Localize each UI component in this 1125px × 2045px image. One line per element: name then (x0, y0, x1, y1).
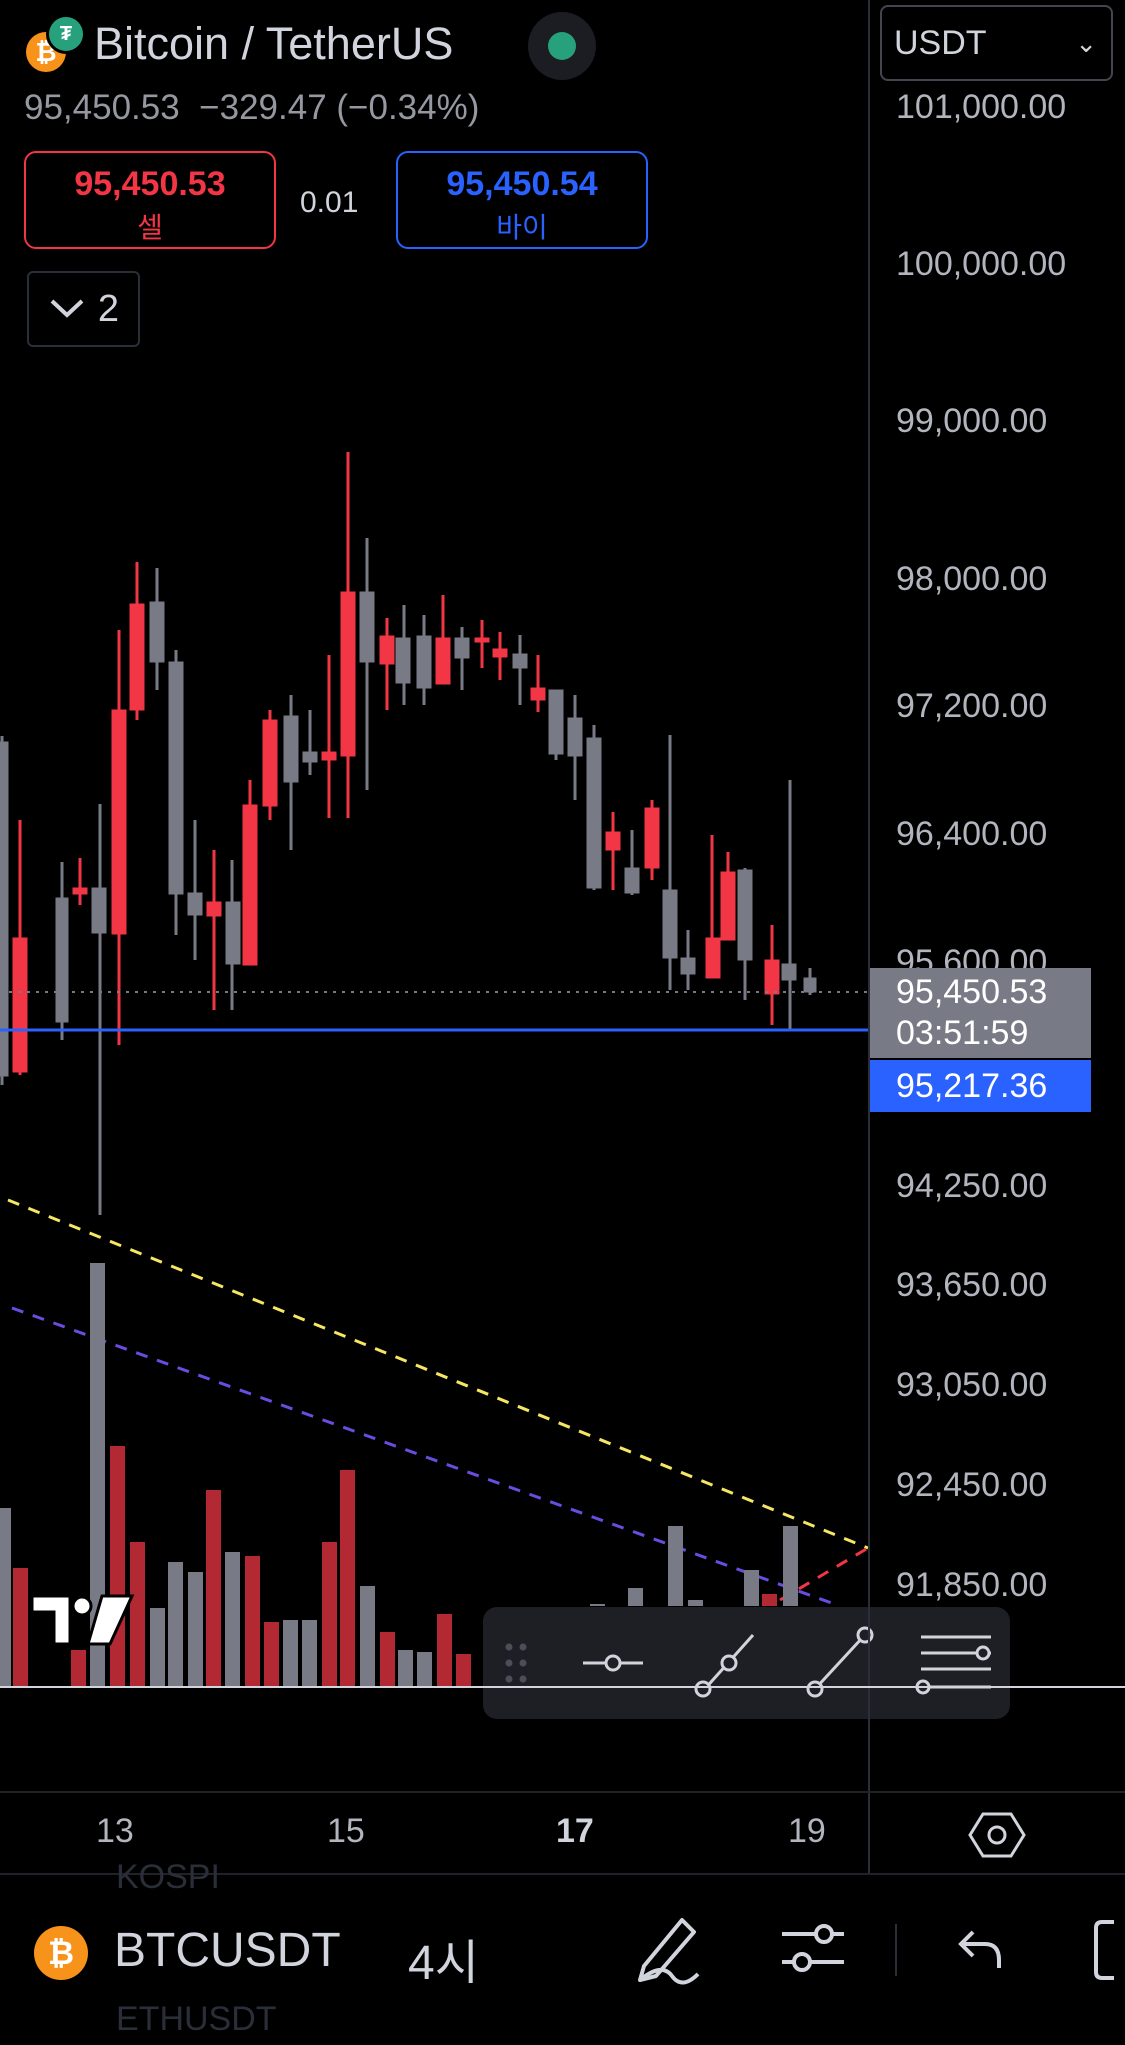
tradingview-logo (30, 1594, 135, 1646)
price-tick: 91,850.00 (896, 1566, 1048, 1604)
bottom-bar-border (0, 1873, 1125, 1875)
chevron-down-icon: ⌄ (1075, 28, 1097, 58)
ray-icon[interactable] (694, 1634, 755, 1698)
scroll-ghost-symbol: ETHUSDT (116, 2000, 277, 2038)
volume-bars (0, 1263, 798, 1686)
price-tick: 93,050.00 (896, 1366, 1048, 1404)
price-tick: 99,000.00 (896, 402, 1048, 440)
interval-button[interactable]: 4시 (408, 1937, 479, 1990)
horizontal-line-icon[interactable] (583, 1654, 643, 1672)
bitcoin-icon: ₿ (34, 1926, 88, 1980)
trend-line-purple[interactable] (11, 1306, 841, 1608)
trend-line-red[interactable] (779, 1546, 868, 1602)
time-axis-border (0, 1791, 1125, 1793)
settings-hex-icon[interactable] (968, 1810, 1026, 1860)
bottom-toolbar (0, 1875, 1125, 2045)
spread-value: 0.01 (300, 186, 359, 219)
pencil-icon[interactable] (632, 1910, 704, 1986)
date-label: 13 (96, 1812, 134, 1850)
currency-select[interactable]: USDT ⌄ (880, 5, 1113, 81)
fib-lines-icon[interactable] (915, 1635, 991, 1695)
price-change-value: −329.47 (−0.34%) (199, 88, 480, 127)
price-tick: 101,000.00 (896, 88, 1067, 126)
sell-label: 셀 (137, 212, 163, 243)
sliders-icon[interactable] (778, 1918, 848, 1978)
current-price: 95,450.53 (24, 88, 180, 127)
price-tick: 100,000.00 (896, 245, 1067, 283)
price-tick: 94,250.00 (896, 1167, 1048, 1205)
toolbar-divider (895, 1924, 897, 1976)
date-label: 15 (327, 1812, 365, 1850)
tether-icon: ₮ (46, 14, 86, 54)
candles (0, 452, 817, 1215)
price-tick: 98,000.00 (896, 560, 1048, 598)
indicators-count: 2 (97, 287, 120, 330)
drag-handle-icon[interactable] (505, 1643, 527, 1683)
price-tick: 97,200.00 (896, 687, 1048, 725)
sell-button[interactable]: 95,450.53 셀 (24, 151, 276, 249)
volume-baseline (0, 1686, 1125, 1688)
price-change: 95,450.53 −329.47 (−0.34%) (24, 88, 479, 128)
date-label: 19 (788, 1812, 826, 1850)
currency-value: USDT (894, 24, 987, 62)
undo-icon[interactable] (955, 1924, 1005, 1974)
live-status-icon (528, 12, 596, 80)
horizontal-line-price-label[interactable]: 95,217.36 (870, 1060, 1091, 1112)
buy-label: 바이 (496, 212, 548, 243)
price-axis-divider (868, 0, 870, 1873)
indicators-toggle-button[interactable]: 2 (27, 271, 140, 347)
last-price-value: 95,450.53 (896, 973, 1048, 1011)
bar-countdown: 03:51:59 (896, 1014, 1029, 1052)
price-tick: 96,400.00 (896, 815, 1048, 853)
date-label-bold: 17 (556, 1812, 594, 1850)
trend-line-yellow[interactable] (7, 1198, 868, 1550)
buy-price: 95,450.54 (446, 165, 598, 203)
chevron-down-icon (50, 299, 84, 318)
price-tick: 92,450.00 (896, 1466, 1048, 1504)
symbol-title[interactable]: Bitcoin / TetherUS (94, 18, 454, 69)
last-price-label: 95,450.53 03:51:59 (870, 968, 1091, 1058)
price-tick: 93,650.00 (896, 1266, 1048, 1304)
fullscreen-icon[interactable] (1092, 1918, 1125, 1982)
scroll-ghost-symbol: KOSPI (116, 1858, 220, 1896)
buy-button[interactable]: 95,450.54 바이 (396, 151, 648, 249)
sell-price: 95,450.53 (74, 165, 226, 203)
drawing-toolbar (483, 1607, 1010, 1719)
chart-canvas[interactable] (0, 0, 868, 1793)
bitcoin-icon: ₿ ₮ (26, 14, 86, 72)
symbol-button[interactable]: BTCUSDT (114, 1924, 341, 1977)
